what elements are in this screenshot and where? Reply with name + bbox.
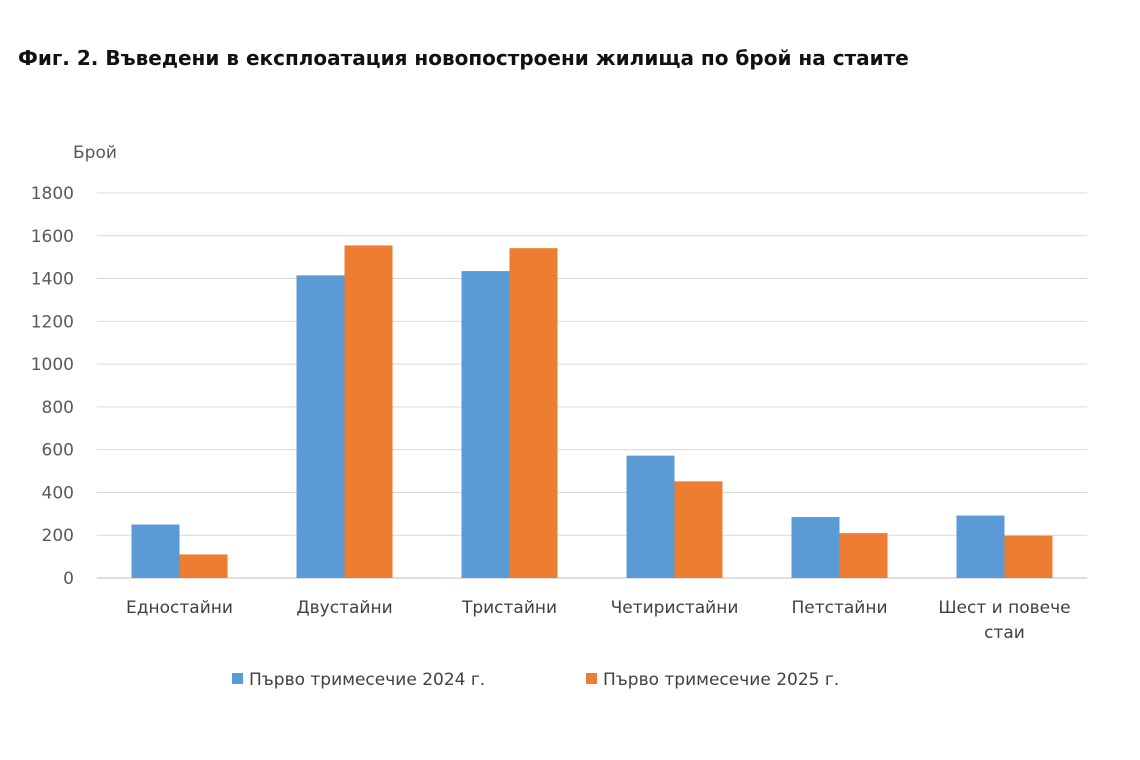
category-label: Петстайни bbox=[791, 598, 887, 618]
legend-swatch bbox=[232, 673, 243, 684]
category-label: Шест и повече стаи bbox=[938, 598, 1070, 643]
legend-label: Първо тримесечие 2025 г. bbox=[603, 670, 839, 690]
bar-series-1-category-1 bbox=[131, 524, 180, 578]
chart-title: Фиг. 2. Въведени в експлоатация новопост… bbox=[18, 46, 909, 70]
bar-series-1-category-3 bbox=[461, 271, 510, 578]
bar-series-2-category-2 bbox=[344, 245, 393, 578]
legend: Първо тримесечие 2024 г. Първо тримесечие… bbox=[232, 670, 839, 690]
y-tick-label: 600 bbox=[42, 441, 74, 461]
y-tick-label: 1800 bbox=[31, 184, 74, 204]
y-axis-title: Брой bbox=[73, 143, 117, 163]
y-tick-label: 1600 bbox=[31, 227, 74, 247]
category-label: Двустайни bbox=[296, 598, 392, 618]
category-label: Едностайни bbox=[126, 598, 233, 618]
gridlines bbox=[97, 192, 1087, 579]
y-tick-label: 200 bbox=[42, 526, 74, 546]
bar-series-1-category-5 bbox=[791, 517, 840, 578]
bar-series-2-category-4 bbox=[674, 481, 723, 578]
y-tick-label: 1000 bbox=[31, 355, 74, 375]
y-tick-label: 800 bbox=[42, 398, 74, 418]
y-tick-label: 400 bbox=[42, 483, 74, 503]
y-tick-label: 1400 bbox=[31, 270, 74, 290]
bar-series-2-category-1 bbox=[179, 554, 228, 578]
bar-series-2-category-5 bbox=[839, 533, 888, 578]
bar-series-2-category-6 bbox=[1004, 535, 1053, 578]
x-axis-labels: Едностайни Двустайни Тристайни Четиристайни… bbox=[126, 598, 1071, 643]
bars bbox=[131, 245, 1053, 578]
legend-label: Първо тримесечие 2024 г. bbox=[249, 670, 485, 690]
bar-series-1-category-4 bbox=[626, 455, 675, 578]
y-axis-ticks: 0 200 400 600 800 1000 1200 1400 1600 1800 bbox=[31, 184, 74, 589]
category-label: Тристайни bbox=[461, 598, 557, 618]
y-tick-label: 1200 bbox=[31, 312, 74, 332]
y-tick-label: 0 bbox=[63, 569, 74, 589]
legend-swatch bbox=[586, 673, 597, 684]
bar-series-1-category-2 bbox=[296, 275, 345, 578]
bar-series-1-category-6 bbox=[956, 515, 1005, 578]
bar-series-2-category-3 bbox=[509, 248, 558, 578]
category-label: Четиристайни bbox=[611, 598, 739, 618]
